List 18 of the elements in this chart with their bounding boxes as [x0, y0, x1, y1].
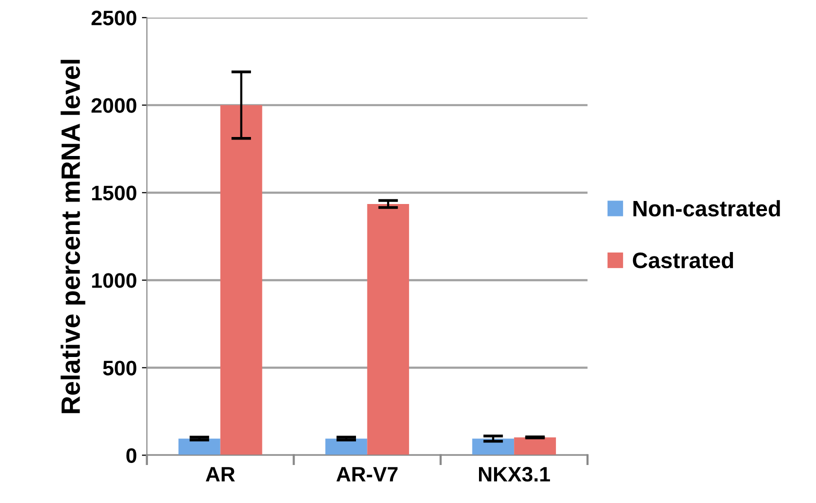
legend-label: Castrated: [632, 252, 734, 268]
bar: [325, 438, 368, 456]
bar: [472, 438, 514, 456]
bar: [514, 437, 556, 456]
y-tick-label: 0: [126, 448, 136, 463]
x-tick-label: AR-V7: [336, 467, 398, 482]
x-tick-label: AR: [206, 467, 235, 482]
y-axis-title: Relative percent mRNA level: [60, 60, 86, 414]
bar: [367, 204, 410, 456]
x-tick-label: NKX3.1: [479, 466, 550, 482]
y-tick-label: 2500: [92, 10, 136, 26]
y-tick-label: 2000: [92, 98, 136, 113]
y-tick-label: 500: [103, 360, 136, 376]
bar: [220, 105, 262, 456]
bar: [178, 438, 220, 456]
legend-label: Non-castrated: [633, 200, 780, 216]
y-tick-label: 1500: [92, 186, 136, 200]
y-tick-label: 1000: [92, 273, 136, 288]
